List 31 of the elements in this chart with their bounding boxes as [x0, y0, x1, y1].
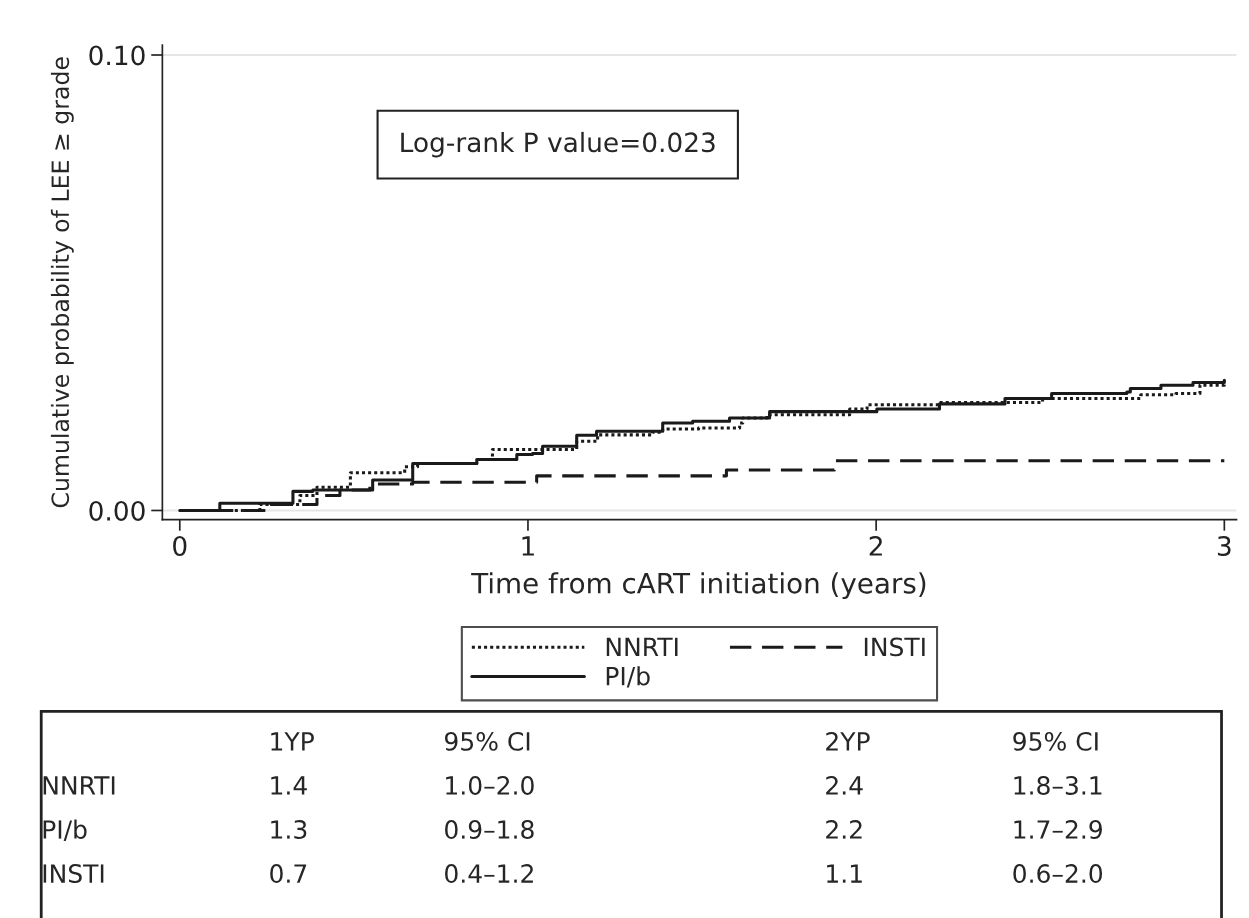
x-tick-label: 1: [522, 536, 534, 556]
x-tick-label: 3: [1217, 536, 1231, 556]
y-tick-label: 0.00: [89, 500, 145, 521]
text: 1.0–2.0: [446, 775, 534, 795]
x-tick-label: 0: [173, 536, 187, 556]
text: 95% CI: [1013, 731, 1098, 751]
legend-label: PI/b: [606, 666, 650, 688]
text: 0.4–1.2: [445, 864, 533, 884]
text: 95% CI: [444, 731, 530, 751]
x-axis-title: Time from cART initiation (years): [471, 572, 926, 600]
legend-label: NNRTI: [606, 637, 678, 657]
text: 2YP: [826, 731, 870, 751]
text: NNRTI: [43, 776, 115, 795]
text: 0.7: [270, 864, 307, 884]
x-tick-label: 2: [869, 536, 882, 556]
text: 0.9–1.8: [445, 820, 534, 839]
y-axis-title: Cumulative probability of LEE ≥ grade: [50, 57, 74, 508]
text: INSTI: [43, 864, 104, 884]
text: 1.4: [271, 776, 307, 795]
text: PI/b: [43, 819, 87, 841]
text: 1.8–3.1: [1014, 775, 1102, 795]
text: 0.6–2.0: [1013, 864, 1103, 884]
text: 1YP: [271, 732, 314, 751]
text: 2.4: [826, 775, 863, 795]
text: 1.7–2.9: [1014, 820, 1102, 839]
text: 1.3: [271, 820, 307, 839]
text: 1.1: [827, 864, 862, 883]
y-tick-label: 0.10: [89, 45, 145, 66]
legend-label: INSTI: [864, 637, 925, 657]
text: 2.2: [826, 820, 862, 839]
annotation: Log-rank P value=0.023: [401, 131, 715, 158]
